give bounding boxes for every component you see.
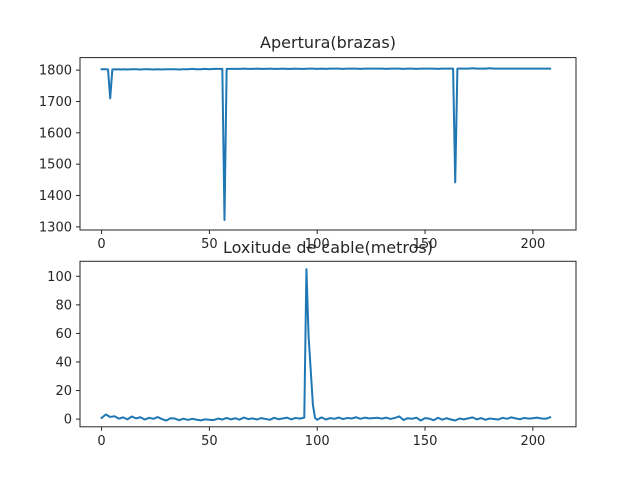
x-tick-label: 150 bbox=[413, 237, 438, 252]
chart-title: Apertura(brazas) bbox=[260, 33, 396, 52]
x-axis: 0 50 100 150 200 bbox=[97, 426, 545, 449]
y-tick-label: 60 bbox=[55, 327, 72, 342]
y-tick-label: 1400 bbox=[39, 189, 72, 204]
series-line bbox=[100, 268, 552, 422]
plot-frame bbox=[79, 260, 577, 428]
y-tick-label: 1500 bbox=[39, 158, 72, 173]
y-axis: 1300 1400 1500 1600 1700 1800 bbox=[39, 64, 80, 235]
y-tick-label: 1300 bbox=[39, 220, 72, 235]
x-axis: 0 50 100 150 200 bbox=[97, 230, 545, 252]
x-tick-label: 50 bbox=[201, 434, 218, 449]
chart-title: Loxitude de cable(metros) bbox=[223, 238, 433, 257]
y-tick-label: 1700 bbox=[39, 95, 72, 110]
x-tick-label: 100 bbox=[305, 434, 330, 449]
y-tick-label: 40 bbox=[55, 355, 72, 370]
x-tick-label: 0 bbox=[97, 434, 105, 449]
chart-apertura: Apertura(brazas) 0 50 100 150 200 1300 1400 15… bbox=[39, 33, 577, 252]
y-tick-label: 1800 bbox=[39, 64, 72, 79]
plot-frame bbox=[79, 57, 577, 231]
series-line bbox=[100, 67, 552, 221]
x-tick-label: 100 bbox=[305, 237, 330, 252]
x-tick-label: 0 bbox=[97, 237, 105, 252]
chart-loxitude: 0 50 100 150 200 0 20 40 60 80 100 Loxitude de ca… bbox=[47, 238, 577, 449]
x-tick-label: 200 bbox=[520, 237, 545, 252]
x-tick-label: 150 bbox=[413, 434, 438, 449]
x-tick-label: 200 bbox=[520, 434, 545, 449]
y-tick-label: 1600 bbox=[39, 126, 72, 141]
y-tick-label: 20 bbox=[55, 384, 72, 399]
y-tick-label: 0 bbox=[64, 413, 72, 428]
y-axis: 0 20 40 60 80 100 bbox=[47, 270, 80, 428]
y-tick-label: 100 bbox=[47, 270, 72, 285]
y-tick-label: 80 bbox=[55, 298, 72, 313]
x-tick-label: 50 bbox=[201, 237, 218, 252]
